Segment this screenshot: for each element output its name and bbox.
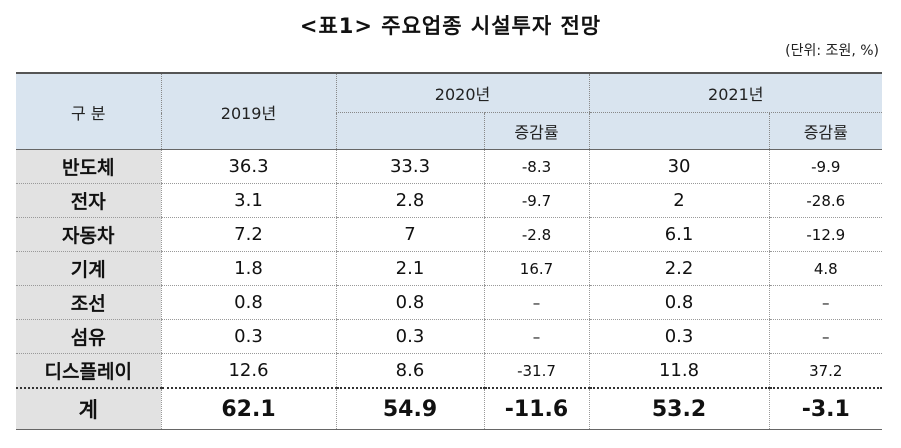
table-row: 반도체 36.3 33.3 -8.3 30 -9.9 — [16, 149, 883, 184]
cell-2020-change: 16.7 — [483, 251, 590, 286]
cell-2020: 33.3 — [335, 149, 484, 184]
header-2020: 2020년 — [335, 73, 590, 113]
cell-2020-change: -2.8 — [483, 217, 590, 252]
table-row: 섬유 0.3 0.3 – 0.3 – — [16, 319, 883, 354]
total-2019: 62.1 — [160, 387, 336, 430]
cell-2019: 0.3 — [160, 319, 336, 354]
cell-2019: 3.1 — [160, 183, 336, 218]
cell-2021: 0.8 — [588, 285, 770, 320]
cell-2020-change: -8.3 — [483, 149, 590, 184]
table-row: 디스플레이 12.6 8.6 -31.7 11.8 37.2 — [16, 353, 883, 389]
cell-2019: 0.8 — [160, 285, 336, 320]
row-name: 기계 — [16, 251, 161, 286]
table-row: 기계 1.8 2.1 16.7 2.2 4.8 — [16, 251, 883, 286]
cell-2021-change: -9.9 — [768, 149, 883, 184]
cell-2021-change: – — [768, 319, 883, 354]
cell-2021: 0.3 — [588, 319, 770, 354]
cell-2020-change: – — [483, 285, 590, 320]
total-2020-change: -11.6 — [483, 387, 590, 430]
cell-2020: 7 — [335, 217, 484, 252]
cell-2019: 36.3 — [160, 149, 336, 184]
header-2021: 2021년 — [588, 73, 883, 113]
cell-2021: 30 — [588, 149, 770, 184]
total-2021: 53.2 — [588, 387, 770, 430]
row-name: 조선 — [16, 285, 161, 320]
total-2021-change: -3.1 — [768, 387, 883, 430]
table-title: <표1> 주요업종 시설투자 전망 — [299, 14, 602, 38]
cell-2021: 6.1 — [588, 217, 770, 252]
header-2019: 2019년 — [160, 73, 336, 150]
cell-2020: 0.3 — [335, 319, 484, 354]
header-category: 구 분 — [16, 73, 161, 150]
cell-2021-change: 37.2 — [768, 353, 883, 389]
table-row: 조선 0.8 0.8 – 0.8 – — [16, 285, 883, 320]
cell-2021-change: -28.6 — [768, 183, 883, 218]
cell-2020-change: -31.7 — [483, 353, 590, 389]
cell-2021: 2 — [588, 183, 770, 218]
cell-2020: 2.1 — [335, 251, 484, 286]
table-row: 전자 3.1 2.8 -9.7 2 -28.6 — [16, 183, 883, 218]
row-name: 자동차 — [16, 217, 161, 252]
cell-2020: 0.8 — [335, 285, 484, 320]
cell-2020: 8.6 — [335, 353, 484, 389]
row-name: 디스플레이 — [16, 353, 161, 389]
cell-2021: 2.2 — [588, 251, 770, 286]
header-2021-change: 증감률 — [768, 112, 883, 150]
cell-2021-change: -12.9 — [768, 217, 883, 252]
header-2021-value — [588, 112, 770, 150]
cell-2020-change: – — [483, 319, 590, 354]
cell-2021-change: – — [768, 285, 883, 320]
cell-2020: 2.8 — [335, 183, 484, 218]
total-name: 계 — [16, 387, 161, 430]
cell-2019: 7.2 — [160, 217, 336, 252]
total-2020: 54.9 — [335, 387, 484, 430]
unit-label: (단위: 조원, %) — [785, 43, 879, 59]
header-2020-change: 증감률 — [483, 112, 590, 150]
row-name: 반도체 — [16, 149, 161, 184]
cell-2021-change: 4.8 — [768, 251, 883, 286]
cell-2021: 11.8 — [588, 353, 770, 389]
total-row: 계 62.1 54.9 -11.6 53.2 -3.1 — [16, 387, 883, 430]
cell-2020-change: -9.7 — [483, 183, 590, 218]
row-name: 섬유 — [16, 319, 161, 354]
investment-table: 구 분 2019년 2020년 2021년 증감률 증감률 반도체 36.3 3… — [16, 72, 883, 430]
header-2020-value — [335, 112, 484, 150]
table-row: 자동차 7.2 7 -2.8 6.1 -12.9 — [16, 217, 883, 252]
row-name: 전자 — [16, 183, 161, 218]
cell-2019: 12.6 — [160, 353, 336, 389]
cell-2019: 1.8 — [160, 251, 336, 286]
